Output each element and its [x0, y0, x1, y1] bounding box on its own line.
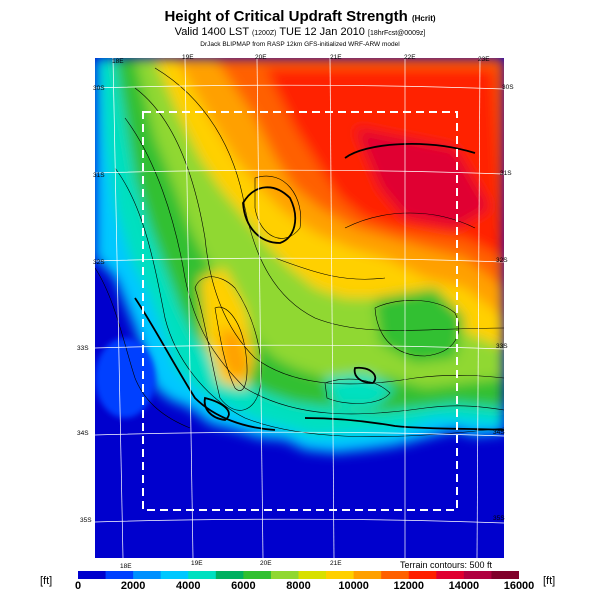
lat-label-right: 31S	[500, 170, 512, 177]
colorbar-swatch	[243, 571, 272, 579]
lat-label-right: 35S	[493, 515, 505, 522]
colorbar-label: 0	[74, 580, 82, 592]
lat-label-left: 32S	[93, 259, 105, 266]
lat-label-left: 34S	[77, 430, 89, 437]
colorbar-swatch	[105, 571, 134, 579]
colorbar-unit-left: [ft]	[40, 575, 53, 587]
colorbar-swatch	[353, 571, 382, 579]
colorbar-label: 4000	[176, 580, 201, 592]
colorbar-swatch	[133, 571, 162, 579]
basin-teal	[325, 373, 395, 408]
lon-label-top: 21E	[330, 54, 342, 61]
colorbar-label: 16000	[503, 580, 535, 592]
terrain-contour-note: Terrain contours: 500 ft	[400, 560, 493, 570]
terrain-contours-bold	[134, 143, 504, 431]
forecast-map	[95, 58, 504, 558]
colorbar-label: 2000	[120, 580, 146, 592]
colorbar-swatch	[326, 571, 355, 579]
lon-label-bottom: 21E	[330, 560, 342, 567]
lat-lon-grid	[95, 58, 504, 558]
colorbar-swatch	[463, 571, 492, 579]
inner-domain-box	[142, 111, 458, 511]
blue-coast-blob	[95, 338, 155, 418]
lat-label-right: 33S	[496, 343, 508, 350]
lat-label-right: 34S	[493, 429, 505, 436]
valid-time: Valid 1400 LST (1200Z) TUE 12 Jan 2010 […	[174, 26, 426, 38]
lat-label-left: 35S	[80, 517, 92, 524]
lat-label-right: 32S	[496, 257, 508, 264]
lon-label-top: 19E	[182, 54, 194, 61]
lon-label-bottom: 18E	[120, 563, 132, 570]
colorbar-label: 10000	[338, 580, 369, 592]
colorbar-swatch	[270, 571, 299, 579]
colorbar-swatch	[381, 571, 410, 579]
lat-label-left: 33S	[77, 345, 89, 352]
colorbar-unit-right: [ft]	[543, 575, 556, 587]
lon-label-bottom: 19E	[191, 560, 203, 567]
basin-green	[375, 288, 465, 363]
lon-label-top: 22E	[404, 54, 416, 61]
colorbar-swatch	[436, 571, 465, 579]
colorbar-swatch	[160, 571, 189, 579]
lon-label-top: 18E	[112, 58, 124, 65]
lon-label-bottom: 20E	[260, 560, 272, 567]
chart-title: Height of Critical Updraft Strength (Hcr…	[164, 8, 436, 25]
colorbar-swatch	[298, 571, 327, 579]
colorbar-label: 14000	[448, 580, 480, 592]
colorbar-label: 6000	[231, 580, 256, 592]
colorbar-swatch	[78, 571, 107, 579]
lat-label-left: 31S	[93, 172, 105, 179]
lon-label-top: 20E	[255, 54, 267, 61]
colorbar-swatch	[215, 571, 244, 579]
colorbar-label: 12000	[393, 580, 425, 592]
lat-label-right: 30S	[502, 84, 514, 91]
lon-label-top: 23E	[478, 56, 490, 63]
model-credit: DrJack BLIPMAP from RASP 12km GFS-initia…	[200, 41, 400, 48]
terrain-contours	[95, 67, 504, 438]
colorbar-swatch	[408, 571, 437, 579]
colorbar-label: 8000	[286, 580, 311, 592]
colorbar-swatch	[188, 571, 217, 579]
colorbar	[78, 571, 519, 579]
lat-label-left: 30S	[93, 85, 105, 92]
colorbar-swatch	[491, 571, 519, 579]
